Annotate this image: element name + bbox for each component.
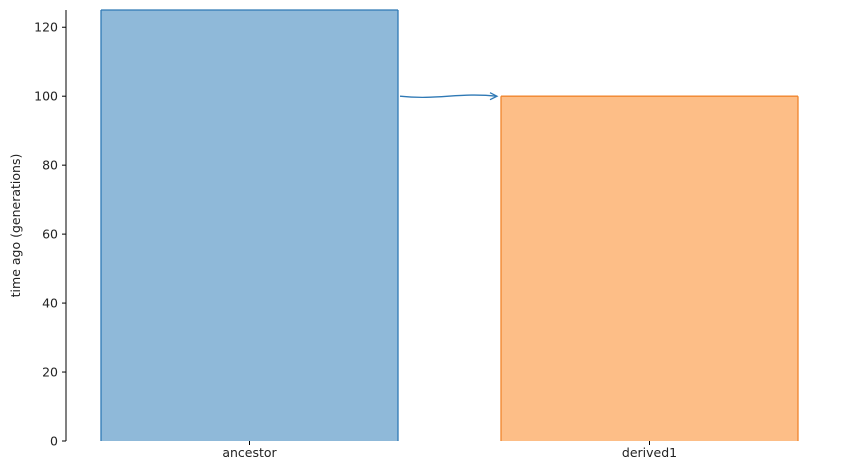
x-tick-label-ancestor: ancestor <box>222 445 277 460</box>
y-axis-title: time ago (generations) <box>8 154 23 298</box>
y-tick-label: 60 <box>42 227 58 242</box>
y-tick-label: 0 <box>50 434 58 449</box>
y-tick-label: 120 <box>34 20 58 35</box>
y-axis: 0 20 40 60 80 100 120 <box>34 10 67 449</box>
y-tick-label: 40 <box>42 296 58 311</box>
x-tick-label-derived1: derived1 <box>622 445 677 460</box>
y-tick-label: 20 <box>42 365 58 380</box>
migration-arrow-head <box>489 92 499 101</box>
bar-derived1 <box>501 96 798 441</box>
arrow-layer <box>399 92 499 101</box>
x-axis: ancestor derived1 <box>222 441 677 460</box>
migration-arrow-line <box>399 94 498 99</box>
y-tick-label: 100 <box>34 89 58 104</box>
bar-ancestor <box>101 10 398 441</box>
y-tick-label: 80 <box>42 158 58 173</box>
bars-group <box>100 9 799 441</box>
